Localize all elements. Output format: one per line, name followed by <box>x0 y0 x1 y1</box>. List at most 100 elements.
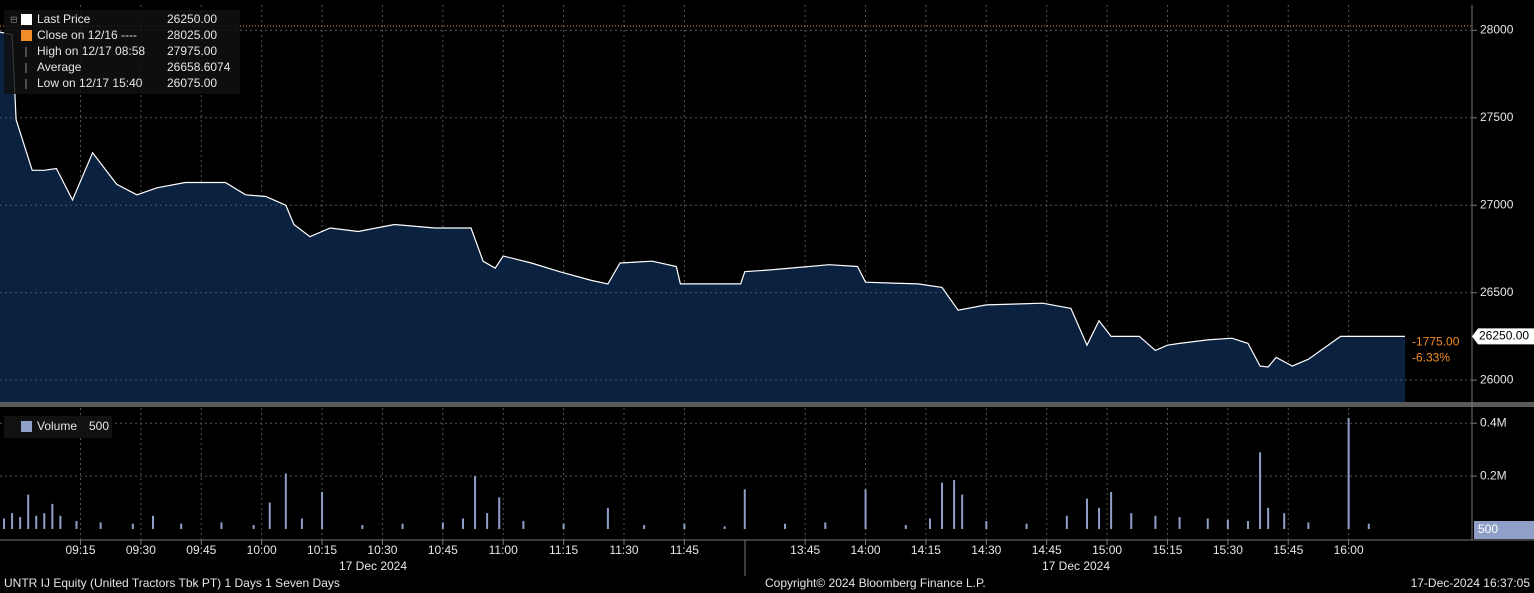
x-tick-label: 10:00 <box>247 543 277 557</box>
legend-label: Volume <box>37 419 77 433</box>
volume-bar <box>43 513 46 529</box>
footer-left: UNTR IJ Equity (United Tractors Tbk PT) … <box>4 576 340 590</box>
legend-toggle: ⊟ <box>10 14 18 24</box>
volume-bar <box>1110 491 1113 529</box>
y-tick-label: 27000 <box>1480 197 1514 211</box>
footer-center: Copyright© 2024 Bloomberg Finance L.P. <box>765 576 986 590</box>
volume-bar <box>904 525 907 529</box>
volume-bar <box>1283 513 1286 529</box>
volume-bar <box>606 507 609 529</box>
x-tick-label: 10:30 <box>367 543 397 557</box>
price-line <box>0 31 1405 368</box>
legend-label: Close on 12/16 ---- <box>37 28 137 42</box>
panel-separator <box>0 402 1534 407</box>
x-tick-label: 15:00 <box>1092 543 1122 557</box>
volume-bar <box>1347 417 1350 529</box>
area <box>0 32 1405 402</box>
x-tick-label: 11:00 <box>489 543 518 557</box>
legend-value: 26075.00 <box>167 76 217 90</box>
x-tick-label: 15:15 <box>1152 543 1182 557</box>
x-tick-label: 11:15 <box>549 543 578 557</box>
volume-bar <box>1098 507 1101 529</box>
legend-swatch <box>21 421 32 432</box>
volume-bar <box>131 523 134 529</box>
x-tick-label: 15:30 <box>1213 543 1243 557</box>
volume-bar <box>1206 518 1209 529</box>
volume-bar <box>180 523 183 529</box>
volume-bar <box>1267 507 1270 529</box>
volume-last-box <box>1474 521 1534 539</box>
y-tick-label: 26500 <box>1480 285 1514 299</box>
volume-bar <box>961 494 964 529</box>
volume-bar <box>1226 519 1229 529</box>
legend-box <box>4 10 240 94</box>
change-pct-label: -6.33% <box>1412 351 1450 365</box>
legend-label: Average <box>37 60 82 74</box>
volume-bar <box>35 515 38 529</box>
x-tick-label: 14:15 <box>911 543 941 557</box>
x-tick-label: 14:30 <box>971 543 1001 557</box>
footer-right: 17-Dec-2024 16:37:05 <box>1411 576 1531 590</box>
volume-bar <box>461 518 464 529</box>
volume-bar <box>474 476 477 529</box>
volume-bar <box>268 502 271 529</box>
volume-bar <box>99 522 102 529</box>
x-tick-label: 15:45 <box>1273 543 1303 557</box>
date-label: 17 Dec 2024 <box>1042 559 1110 573</box>
volume-bar <box>151 515 154 529</box>
volume-bar <box>75 521 78 529</box>
volume-bar <box>683 523 686 529</box>
volume-bar <box>1154 515 1157 529</box>
volume-bar <box>643 525 646 529</box>
volume-bar <box>953 480 956 529</box>
volume-bar <box>486 513 489 529</box>
legend-label: High on 12/17 08:58 <box>37 44 145 58</box>
y-tick-label: 26000 <box>1480 372 1514 386</box>
volume-bar <box>441 522 444 529</box>
y-tick-label: 0.2M <box>1480 468 1507 482</box>
x-tick-label: 09:45 <box>186 543 216 557</box>
x-tick-label: 10:15 <box>307 543 337 557</box>
volume-bar <box>59 515 62 529</box>
volume-bar <box>252 525 255 529</box>
volume-bar <box>1259 452 1262 529</box>
legend-value: 27975.00 <box>167 44 217 58</box>
legend-value: 28025.00 <box>167 28 217 42</box>
volume-bar <box>284 473 287 529</box>
x-tick-label: 14:45 <box>1032 543 1062 557</box>
volume-bar <box>784 523 787 529</box>
y-tick-label: 27500 <box>1480 110 1514 124</box>
x-tick-label: 11:45 <box>670 543 699 557</box>
x-tick-label: 10:45 <box>428 543 458 557</box>
legend-label: Last Price <box>37 12 91 26</box>
volume-bar <box>562 523 565 529</box>
volume-bar <box>361 525 364 529</box>
date-label: 17 Dec 2024 <box>339 559 407 573</box>
last-value-label: 26250.00 <box>1479 329 1529 343</box>
change-label: -1775.00 <box>1412 335 1460 349</box>
legend-value: 26250.00 <box>167 12 217 26</box>
volume-bar <box>300 518 303 529</box>
volume-bar <box>864 489 867 529</box>
volume-bar <box>27 494 30 529</box>
x-tick-label: 09:30 <box>126 543 156 557</box>
x-tick-label: 14:00 <box>851 543 881 557</box>
change-box <box>1407 332 1467 367</box>
legend-swatch <box>21 14 32 25</box>
volume-bar <box>1130 513 1133 529</box>
volume-bar <box>220 522 223 529</box>
x-tick-label: 16:00 <box>1334 543 1364 557</box>
volume-bar <box>1085 498 1088 529</box>
y-tick-label: 28000 <box>1480 23 1514 37</box>
volume-bar <box>3 518 6 529</box>
legend-swatch <box>21 30 32 41</box>
last-value-box <box>1472 328 1534 345</box>
volume-bar <box>824 522 827 529</box>
volume-bar <box>498 497 501 529</box>
volume-bar <box>401 523 404 529</box>
volume-bar <box>743 489 746 529</box>
volume-bar <box>928 518 931 529</box>
volume-bar <box>321 491 324 529</box>
legend-value: 500 <box>89 419 109 433</box>
